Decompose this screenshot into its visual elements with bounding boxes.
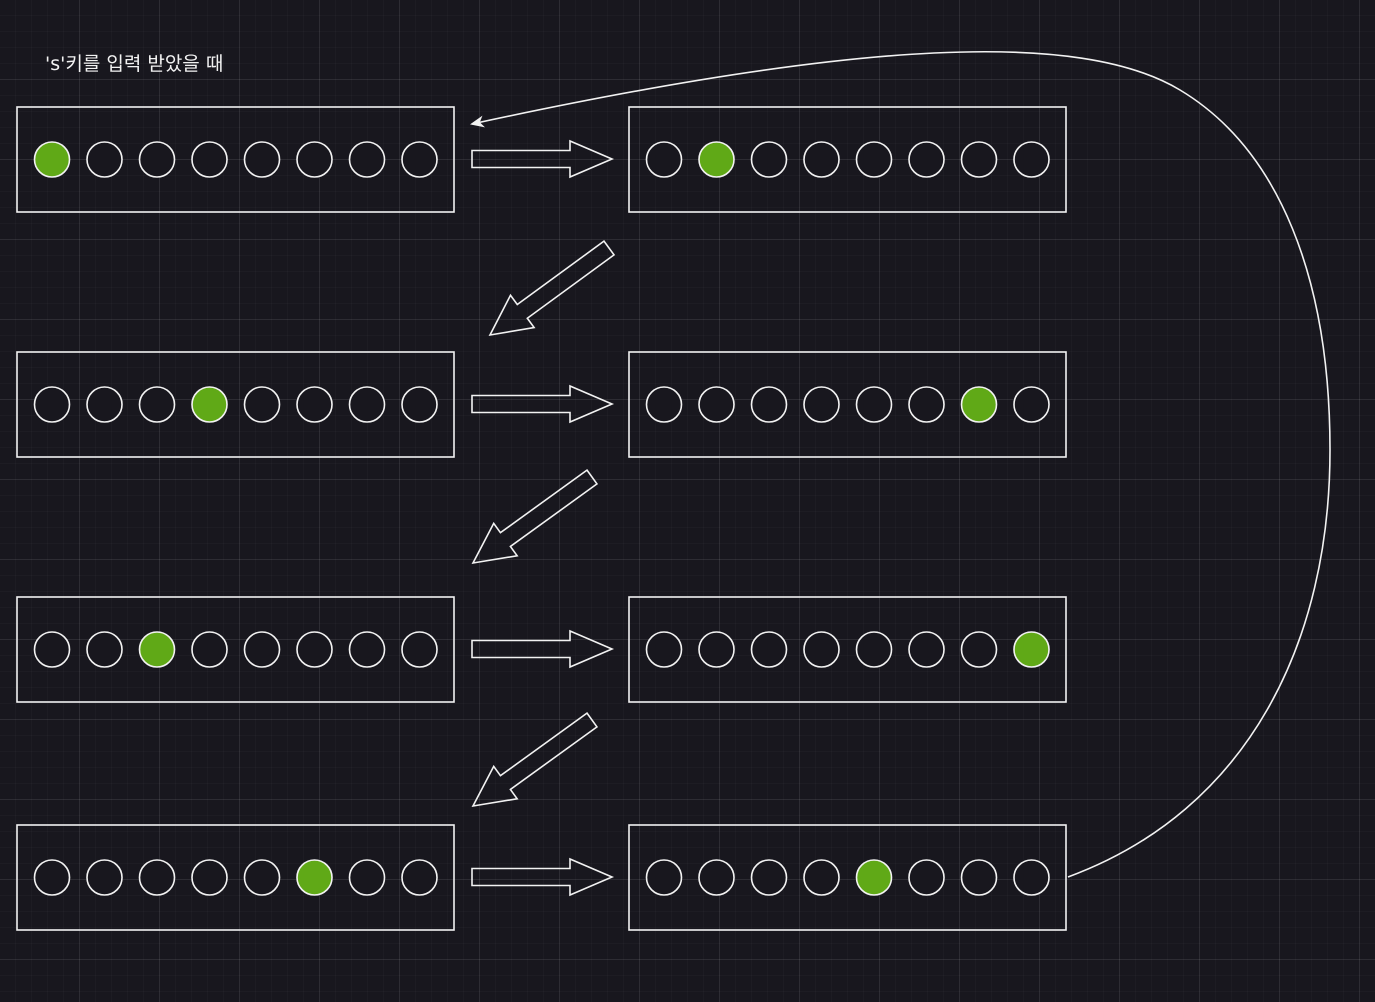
led-off xyxy=(243,859,281,896)
led-on xyxy=(960,386,998,423)
flow-arrow-right xyxy=(471,857,615,897)
led-off xyxy=(138,859,176,896)
led-off xyxy=(296,386,333,423)
flow-arrow-diagonal xyxy=(488,240,616,337)
led-panel-frame xyxy=(628,106,1067,213)
led-off xyxy=(750,141,788,178)
led-off xyxy=(908,631,945,668)
led-panel-frame xyxy=(16,596,455,703)
led-panel-frame xyxy=(16,106,455,213)
led-off xyxy=(243,141,281,178)
led-off xyxy=(645,141,683,178)
led-off xyxy=(960,141,998,178)
led-off xyxy=(960,631,998,668)
led-off xyxy=(698,386,735,423)
led-off xyxy=(960,859,998,896)
led-off xyxy=(33,631,71,668)
led-on xyxy=(33,141,71,178)
led-panel-frame xyxy=(628,824,1067,931)
led-off xyxy=(348,141,386,178)
led-off xyxy=(1013,386,1050,423)
led-off xyxy=(908,386,945,423)
led-on xyxy=(191,386,228,423)
led-off xyxy=(803,141,840,178)
led-off xyxy=(1013,141,1050,178)
led-off xyxy=(908,141,945,178)
led-panel-step-5 xyxy=(16,596,455,703)
led-off xyxy=(401,859,438,896)
led-off xyxy=(296,141,333,178)
led-on xyxy=(698,141,735,178)
led-off xyxy=(401,386,438,423)
flow-arrow-diagonal xyxy=(471,468,599,565)
flow-arrow-diagonal xyxy=(471,711,599,808)
led-panel-step-7 xyxy=(16,824,455,931)
led-on xyxy=(138,631,176,668)
led-off xyxy=(348,859,386,896)
led-off xyxy=(138,141,176,178)
led-panel-step-3 xyxy=(16,351,455,458)
led-panel-frame xyxy=(628,596,1067,703)
led-off xyxy=(86,386,123,423)
led-off xyxy=(86,859,123,896)
led-off xyxy=(803,859,840,896)
led-off xyxy=(803,386,840,423)
led-off xyxy=(296,631,333,668)
led-off xyxy=(750,859,788,896)
led-off xyxy=(645,631,683,668)
led-off xyxy=(698,631,735,668)
led-off xyxy=(243,631,281,668)
led-on xyxy=(855,859,893,896)
led-on xyxy=(296,859,333,896)
led-off xyxy=(401,631,438,668)
led-off xyxy=(698,859,735,896)
flow-arrow-right xyxy=(471,139,615,179)
loop-back-arrow xyxy=(470,50,1331,878)
led-off xyxy=(803,631,840,668)
led-off xyxy=(86,631,123,668)
led-off xyxy=(855,631,893,668)
led-off xyxy=(855,141,893,178)
led-off xyxy=(908,859,945,896)
led-off xyxy=(191,141,228,178)
led-off xyxy=(855,386,893,423)
diagram-title: 's'키를 입력 받았을 때 xyxy=(45,53,223,75)
led-off xyxy=(33,859,71,896)
led-panel-frame xyxy=(628,351,1067,458)
led-off xyxy=(243,386,281,423)
led-off xyxy=(348,386,386,423)
panels-layer xyxy=(16,106,1067,931)
led-off xyxy=(750,386,788,423)
led-on xyxy=(1013,631,1050,668)
led-off xyxy=(191,631,228,668)
led-off xyxy=(645,859,683,896)
led-panel-step-1 xyxy=(16,106,455,213)
arrows-layer xyxy=(471,139,616,897)
led-off xyxy=(401,141,438,178)
led-panel-frame xyxy=(16,824,455,931)
led-panel-frame xyxy=(16,351,455,458)
led-panel-step-4 xyxy=(628,351,1067,458)
led-off xyxy=(191,859,228,896)
led-off xyxy=(645,386,683,423)
flow-arrow-right xyxy=(471,384,615,424)
led-off xyxy=(86,141,123,178)
led-off xyxy=(348,631,386,668)
flow-arrow-right xyxy=(471,629,615,669)
led-panel-step-2 xyxy=(628,106,1067,213)
led-off xyxy=(138,386,176,423)
led-panel-step-6 xyxy=(628,596,1067,703)
led-off xyxy=(1013,859,1050,896)
led-off xyxy=(750,631,788,668)
led-panel-step-8 xyxy=(628,824,1067,931)
led-off xyxy=(33,386,71,423)
